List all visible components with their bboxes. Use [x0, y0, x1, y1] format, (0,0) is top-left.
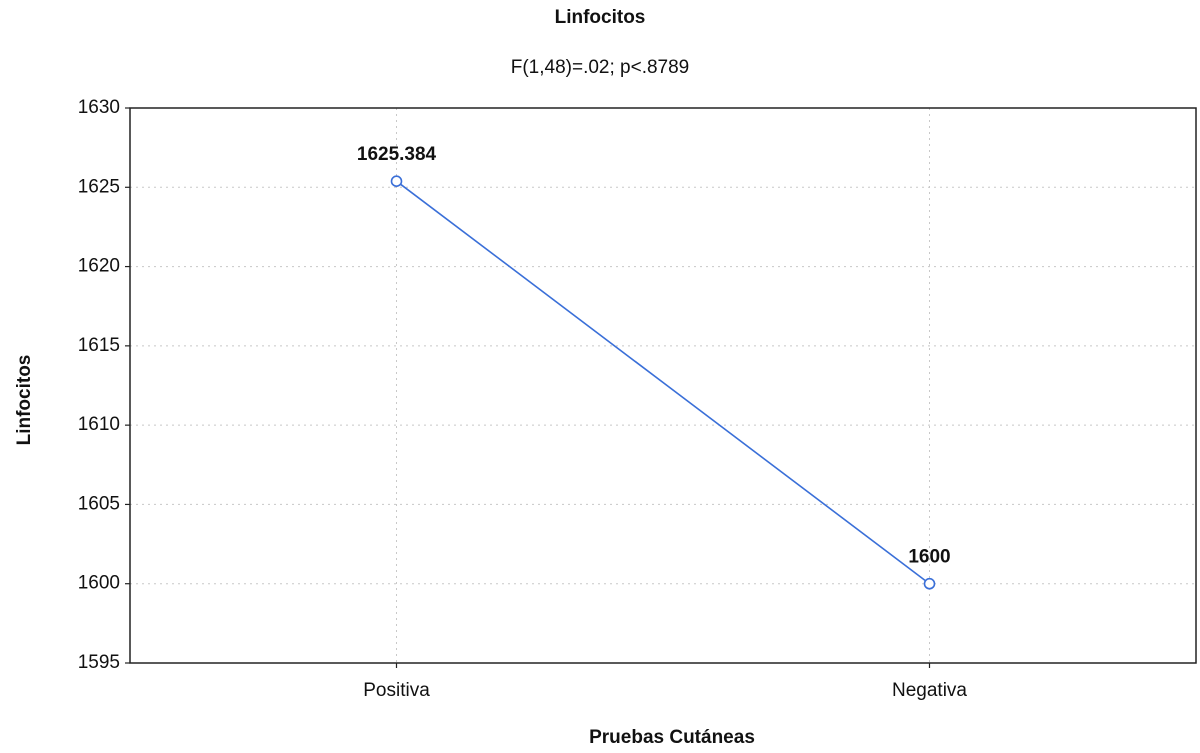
chart-subtitle: F(1,48)=.02; p<.8789 — [511, 57, 690, 78]
y-tick-label: 1620 — [78, 256, 120, 277]
y-tick-label: 1610 — [78, 414, 120, 435]
y-tick-label: 1600 — [78, 573, 120, 594]
x-axis-label: Pruebas Cutáneas — [589, 727, 755, 748]
data-label: 1600 — [908, 547, 950, 568]
data-label: 1625.384 — [357, 144, 437, 165]
marker — [923, 577, 936, 590]
y-tick-label: 1595 — [78, 652, 120, 673]
marker — [390, 175, 403, 187]
y-tick-label: 1630 — [78, 97, 120, 118]
plot-frame — [129, 107, 1197, 664]
x-tick-label: Negativa — [892, 680, 967, 701]
line — [396, 180, 930, 585]
y-tick-label: 1605 — [78, 493, 120, 514]
y-tick-label: 1615 — [78, 335, 120, 356]
y-tick-label: 1625 — [78, 176, 120, 197]
y-axis-label: Linfocitos — [14, 355, 35, 446]
chart-title: Linfocitos — [555, 7, 646, 28]
x-tick-label: Positiva — [363, 680, 430, 701]
